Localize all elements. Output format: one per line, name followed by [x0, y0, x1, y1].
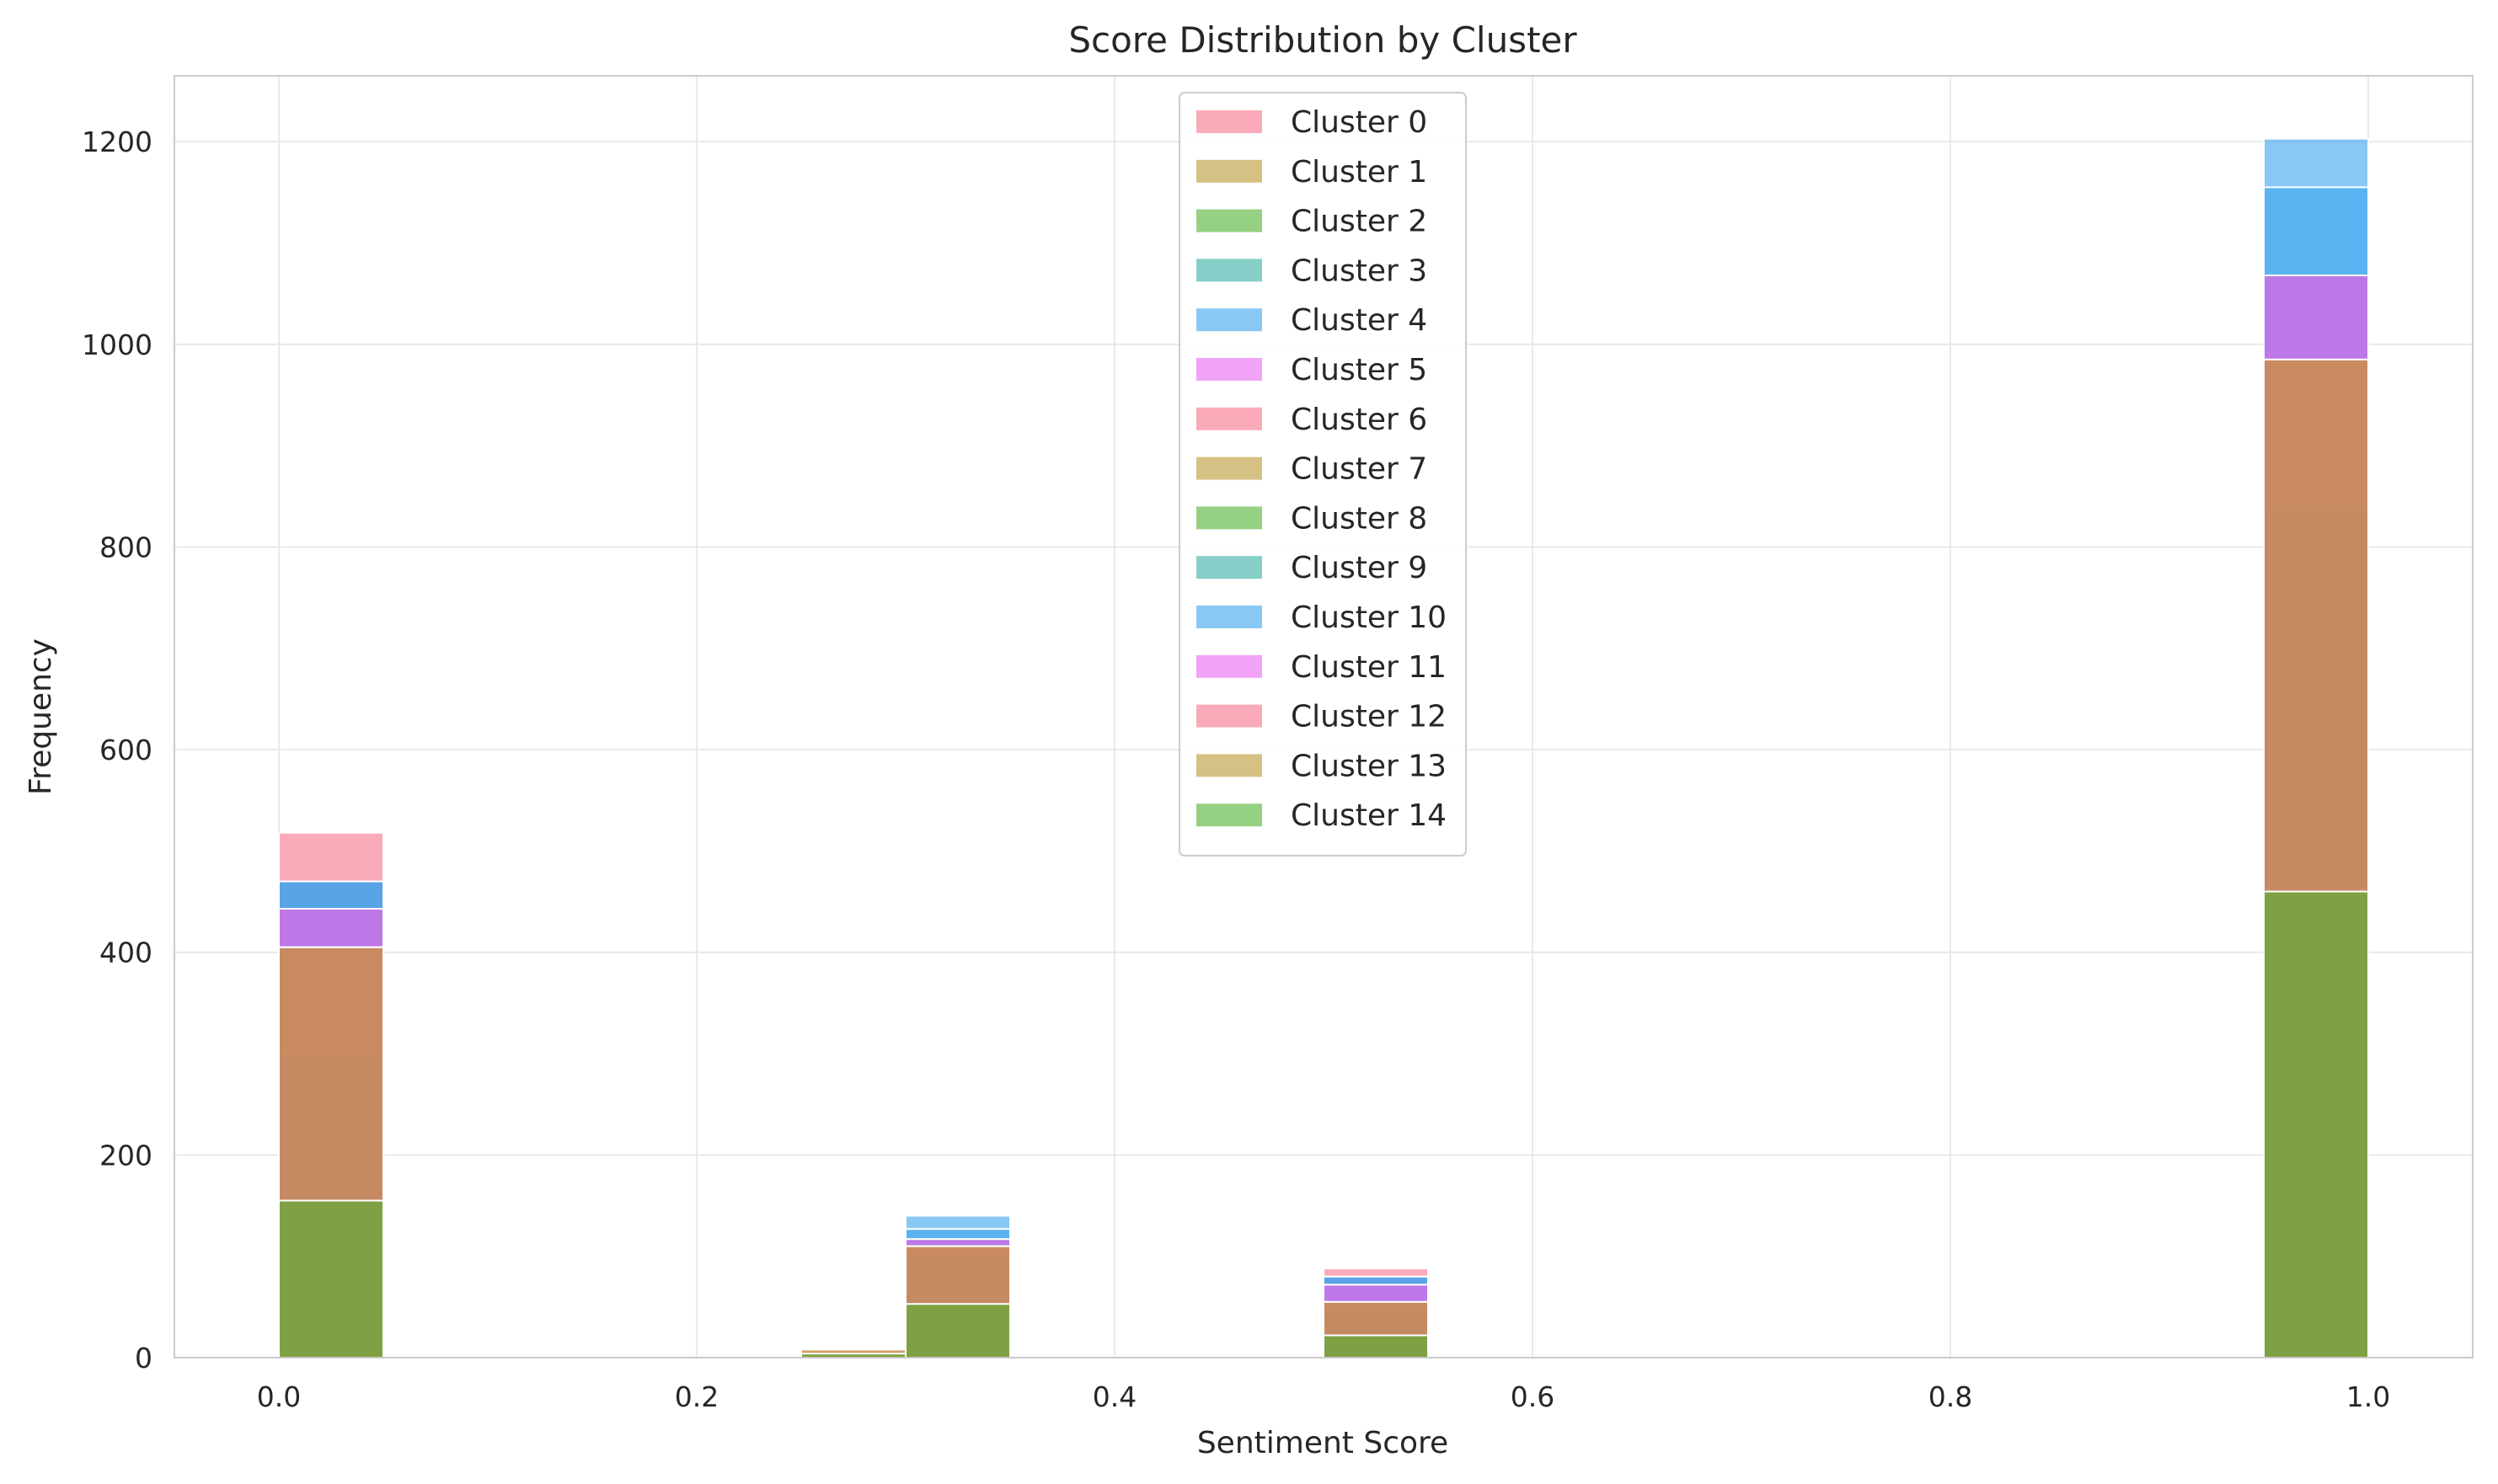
x-tick-label: 0.4 [1093, 1380, 1137, 1413]
legend-swatch [1196, 704, 1262, 728]
legend-swatch [1196, 556, 1262, 579]
legend-entry: Cluster 2 [1291, 205, 1427, 239]
x-tick-labels: 0.0 0.2 0.4 0.6 0.8 1.0 [257, 1380, 2390, 1413]
legend-entry: Cluster 11 [1291, 650, 1447, 685]
legend-swatch [1196, 209, 1262, 232]
legend-swatch [1196, 358, 1262, 381]
y-axis-label: Frequency [24, 638, 58, 795]
bar-cluster-14-bin-0 [278, 1199, 384, 1359]
legend-swatch [1196, 654, 1262, 678]
x-tick-label: 0.8 [1928, 1380, 1972, 1413]
plot-frame [174, 75, 2474, 1359]
chart-title: Score Distribution by Cluster [1068, 19, 1577, 61]
legend-entry: Cluster 6 [1291, 403, 1427, 437]
legend-entry: Cluster 8 [1291, 501, 1427, 536]
legend-swatch [1196, 110, 1262, 133]
legend-swatch [1196, 803, 1262, 827]
legend-entry: Cluster 0 [1291, 105, 1427, 140]
bars-layer [278, 137, 2369, 1359]
legend-entry: Cluster 5 [1291, 353, 1427, 387]
y-tick-label: 1000 [82, 328, 152, 361]
legend-swatch [1196, 506, 1262, 530]
y-tick-label: 0 [135, 1342, 152, 1375]
legend-entry: Cluster 13 [1291, 749, 1447, 783]
legend-entry: Cluster 7 [1291, 452, 1427, 487]
y-tick-label: 800 [99, 531, 152, 563]
legend-entry: Cluster 10 [1291, 601, 1447, 635]
legend-entry: Cluster 12 [1291, 700, 1447, 734]
legend-entry: Cluster 9 [1291, 551, 1427, 585]
bar-cluster-14-bin-4 [2263, 890, 2369, 1359]
legend-swatch [1196, 259, 1262, 282]
legend-entry: Cluster 1 [1291, 155, 1427, 190]
y-tick-label: 400 [99, 937, 152, 969]
y-tick-label: 600 [99, 734, 152, 766]
bar-cluster-14-bin-3 [1323, 1334, 1429, 1359]
x-tick-label: 0.2 [675, 1380, 719, 1413]
legend-entry: Cluster 3 [1291, 254, 1427, 288]
legend-swatch [1196, 456, 1262, 480]
legend-entry: Cluster 14 [1291, 798, 1447, 833]
y-tick-label: 200 [99, 1139, 152, 1172]
x-tick-label: 0.6 [1511, 1380, 1554, 1413]
legend-swatch [1196, 407, 1262, 430]
legend-swatch [1196, 606, 1262, 628]
y-tick-labels: 0 200 400 600 800 1000 1200 [82, 125, 152, 1375]
x-axis-label: Sentiment Score [1197, 1426, 1448, 1460]
legend-swatch [1196, 308, 1262, 332]
legend: Cluster 0 Cluster 1 Cluster 2 Cluster 3 Clus… [1179, 92, 1467, 857]
x-tick-label: 1.0 [2346, 1380, 2390, 1413]
legend-entry: Cluster 4 [1291, 303, 1427, 338]
legend-swatch [1196, 754, 1262, 777]
legend-swatch [1196, 159, 1262, 183]
y-tick-label: 1200 [82, 125, 152, 158]
bar-cluster-14-bin-2 [905, 1303, 1011, 1359]
x-tick-label: 0.0 [257, 1380, 301, 1413]
